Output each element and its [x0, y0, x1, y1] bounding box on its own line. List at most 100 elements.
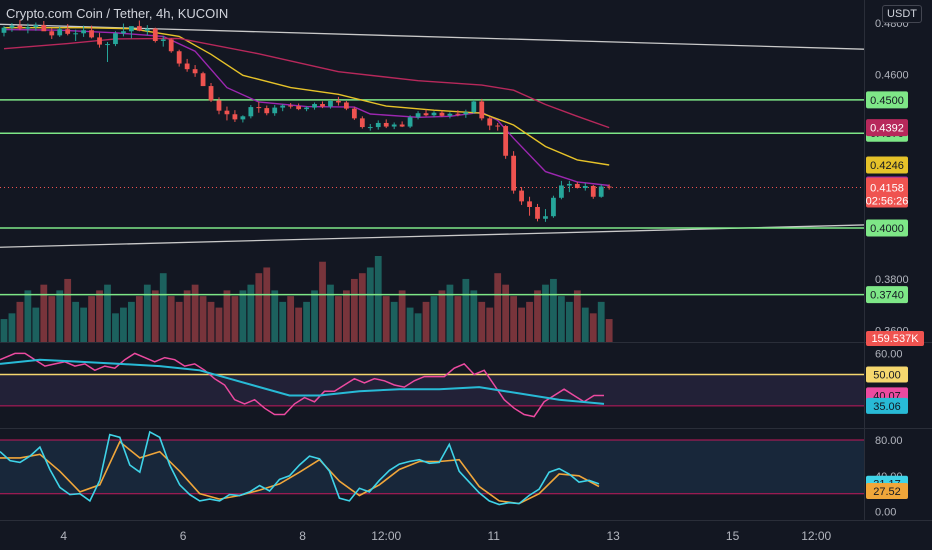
stoch-k-line — [0, 430, 600, 506]
volume-bar — [16, 301, 24, 342]
candle-body — [574, 183, 580, 189]
volume-bar — [191, 284, 199, 342]
candle-body — [590, 185, 596, 197]
horizontal-levels — [0, 99, 864, 296]
price-tick-label: 0.4600 — [875, 69, 909, 81]
candle-body — [487, 118, 493, 126]
candle-body — [264, 108, 270, 114]
candle-body — [407, 117, 413, 127]
candle-body — [495, 125, 501, 127]
volume-bars — [0, 256, 613, 342]
volume-bar — [40, 284, 48, 342]
ma-price-tag: 0.4246 — [870, 160, 904, 172]
ma-price-tag: 0.4392 — [870, 123, 904, 135]
volume-tag-bg — [866, 331, 924, 346]
volume-bar — [382, 296, 390, 342]
volume-bar — [589, 313, 597, 342]
volume-bar — [430, 296, 438, 342]
candle-body — [598, 186, 604, 197]
candle-body — [351, 108, 357, 119]
volume-bar — [271, 290, 279, 342]
candle-body — [49, 31, 55, 36]
volume-bar — [438, 290, 446, 342]
candle-body — [33, 25, 39, 28]
candle-body — [97, 37, 102, 45]
volume-bar — [502, 284, 510, 342]
candle-body — [152, 28, 158, 41]
candle-body — [463, 112, 469, 115]
stoch-d-tag: 27.52 — [873, 486, 901, 498]
volume-bar — [398, 290, 406, 342]
volume-bar — [72, 301, 80, 342]
trend-line — [0, 23, 865, 50]
time-tick-label: 8 — [299, 529, 306, 543]
candle-body — [129, 26, 134, 32]
ma-price-tag-bg — [866, 156, 908, 174]
grid — [0, 0, 932, 521]
rsi-signal-tag: 35.06 — [873, 401, 901, 413]
candle-body — [17, 25, 23, 29]
candle-body — [208, 86, 214, 101]
last-price-tag-bg — [866, 177, 908, 208]
level-price-tag-bg — [866, 219, 908, 237]
candle-body — [423, 113, 429, 116]
candle-body — [256, 107, 262, 109]
candle-body — [288, 105, 294, 107]
candle-body — [200, 73, 206, 87]
volume-bar — [303, 301, 310, 342]
time-tick-label: 13 — [606, 529, 620, 543]
candle-body — [527, 201, 532, 207]
price-axis: 0.48000.46000.38000.36000.45000.43700.40… — [866, 18, 924, 346]
volume-bar — [135, 296, 143, 342]
volume-bar — [24, 290, 32, 342]
stoch-tick-label: 0.00 — [875, 507, 896, 519]
volume-bar — [597, 301, 605, 342]
volume-bar — [565, 301, 573, 342]
volume-tag: 159.537K — [871, 333, 919, 345]
candle-body — [65, 29, 71, 34]
volume-bar — [247, 284, 255, 342]
candle-body — [1, 27, 7, 33]
volume-bar — [327, 284, 334, 342]
ma-price-tag-bg — [866, 119, 908, 137]
volume-bar — [462, 278, 470, 342]
candle-body — [447, 113, 453, 116]
volume-bar — [96, 290, 103, 342]
candle-body — [551, 197, 556, 217]
time-tick-label: 6 — [180, 529, 187, 543]
candle-body — [81, 30, 87, 34]
rsi-level-tag-bg — [866, 366, 908, 383]
rsi-signal-line — [0, 358, 605, 405]
volume-bar — [390, 301, 398, 342]
time-tick-label: 12:00 — [801, 529, 831, 543]
rsi-level-tag: 50.00 — [873, 369, 901, 381]
volume-bar — [231, 296, 239, 342]
candle-body — [304, 107, 309, 110]
candle-body — [479, 101, 485, 119]
volume-bar — [159, 273, 167, 342]
volume-bar — [406, 307, 414, 342]
volume-bar — [534, 290, 541, 342]
candle-body — [41, 25, 47, 32]
volume-bar — [558, 296, 565, 342]
candle-body — [535, 206, 540, 219]
volume-bar — [350, 278, 358, 342]
candle-body — [359, 118, 365, 128]
candles — [1, 19, 612, 222]
time-tick-label: 12:00 — [371, 529, 401, 543]
volume-bar — [151, 290, 159, 342]
candle-body — [232, 114, 238, 120]
volume-bar — [8, 313, 16, 342]
candle-body — [224, 110, 230, 115]
volume-bar — [366, 267, 374, 342]
time-tick-label: 11 — [487, 529, 500, 543]
candle-body — [503, 126, 509, 156]
currency-selector[interactable]: USDT — [882, 5, 922, 23]
volume-bar — [335, 296, 342, 342]
volume-bar — [573, 290, 581, 342]
volume-bar — [48, 296, 56, 342]
stoch-band — [0, 439, 864, 494]
volume-bar — [207, 301, 215, 342]
indicator-panes: 60.0050.0040.0735.0680.0040.000.0031.172… — [0, 348, 908, 519]
volume-bar — [56, 290, 64, 342]
